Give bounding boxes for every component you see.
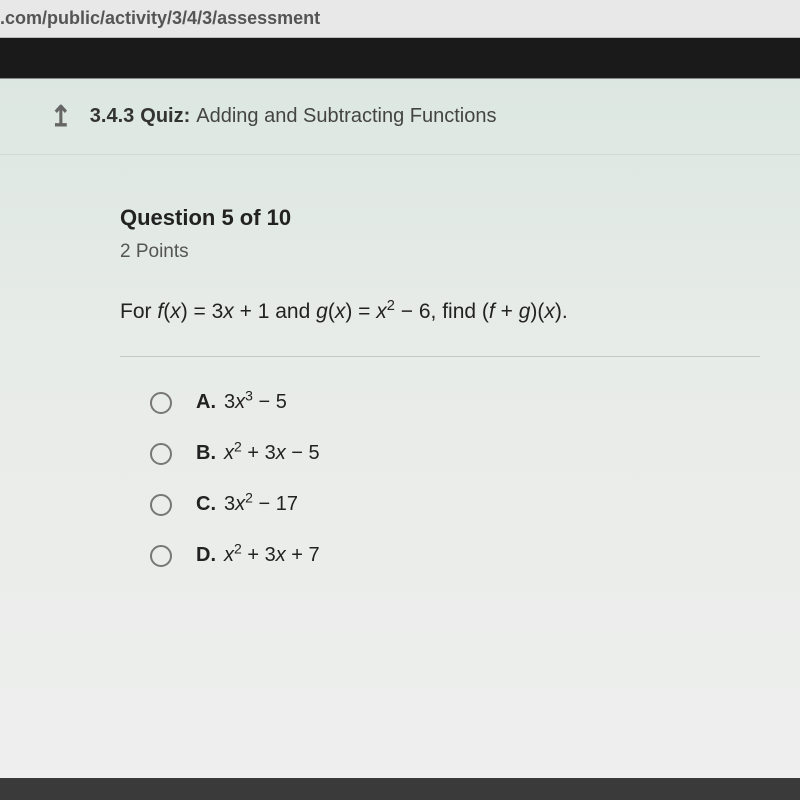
letter-b: B. — [196, 442, 216, 465]
radio-c[interactable] — [150, 494, 172, 516]
browser-url-bar: .com/public/activity/3/4/3/assessment — [0, 0, 800, 38]
question-prompt: For f(x) = 3x + 1 and g(x) = x2 − 6, fin… — [120, 297, 760, 326]
option-d-text: x2 + 3x + 7 — [224, 544, 320, 567]
prompt-prefix: For — [120, 300, 157, 323]
quiz-label: Quiz: — [140, 105, 190, 128]
g-def: (x) = x2 − 6, find (f + g)(x). — [328, 300, 568, 323]
url-text: .com/public/activity/3/4/3/assessment — [0, 8, 320, 28]
divider — [120, 356, 760, 357]
quiz-number: 3.4.3 — [90, 105, 134, 128]
question-points: 2 Points — [120, 241, 760, 263]
choice-a[interactable]: A. 3x3 − 5 — [120, 391, 760, 414]
option-b-text: x2 + 3x − 5 — [224, 442, 320, 465]
radio-d[interactable] — [150, 545, 172, 567]
radio-b[interactable] — [150, 443, 172, 465]
choice-d[interactable]: D. x2 + 3x + 7 — [120, 544, 760, 567]
choice-c[interactable]: C. 3x2 − 17 — [120, 493, 760, 516]
quiz-title: Adding and Subtracting Functions — [196, 105, 496, 128]
question-content: Question 5 of 10 2 Points For f(x) = 3x … — [0, 155, 800, 567]
back-icon[interactable]: ↥ — [50, 99, 72, 133]
and-text: and — [269, 300, 316, 323]
letter-a: A. — [196, 391, 216, 414]
quiz-header: ↥ 3.4.3 Quiz: Adding and Subtracting Fun… — [0, 79, 800, 155]
option-c-text: 3x2 − 17 — [224, 493, 298, 516]
option-a-text: 3x3 − 5 — [224, 391, 287, 414]
quiz-screen: ↥ 3.4.3 Quiz: Adding and Subtracting Fun… — [0, 78, 800, 778]
radio-a[interactable] — [150, 392, 172, 414]
letter-d: D. — [196, 544, 216, 567]
g-label: g — [316, 300, 328, 323]
choice-b[interactable]: B. x2 + 3x − 5 — [120, 442, 760, 465]
f-def: (x) = 3x + 1 — [163, 300, 269, 323]
tab-strip — [0, 38, 800, 78]
question-heading: Question 5 of 10 — [120, 205, 760, 231]
letter-c: C. — [196, 493, 216, 516]
